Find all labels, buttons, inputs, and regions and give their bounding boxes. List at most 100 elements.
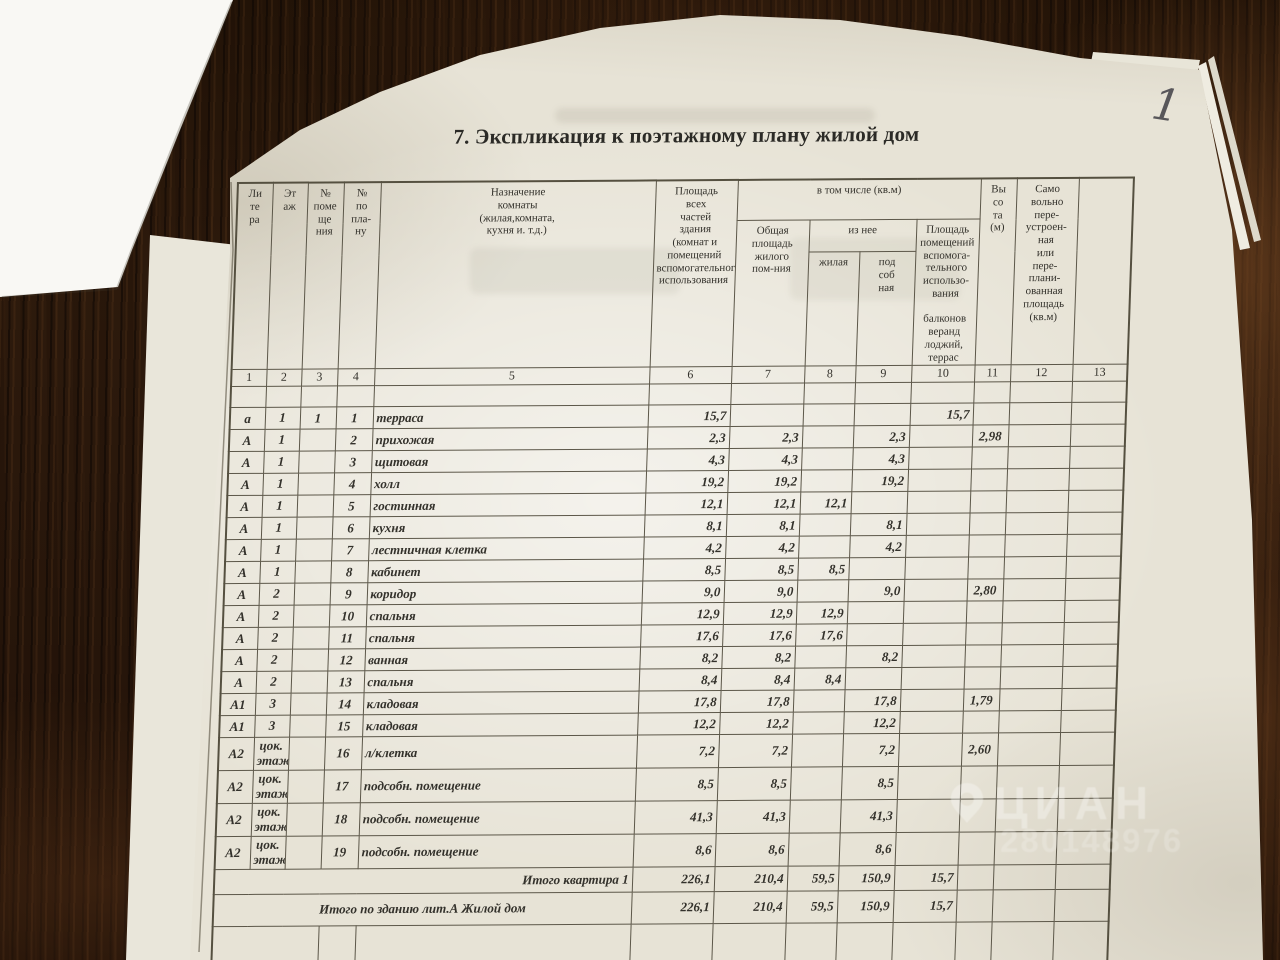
totals-value: 226,1: [631, 866, 715, 892]
empty-cell: [854, 382, 912, 404]
cell: 17,8: [843, 689, 901, 713]
cell: А: [221, 649, 258, 672]
cell: 7,2: [717, 734, 793, 768]
cell: 4,3: [852, 447, 909, 470]
cell: 12,9: [795, 602, 848, 625]
totals-value: [956, 864, 994, 890]
header-total-area: Площадь всех частей здания (комнат и пом…: [649, 179, 738, 368]
empty-cell: [316, 925, 356, 960]
cell: 8,2: [845, 645, 903, 669]
totals-value: [955, 889, 993, 922]
cian-watermark: ЦИАН 280148976: [948, 776, 1263, 860]
cell: [998, 710, 1061, 734]
cell: А: [222, 627, 258, 650]
header-unauthorized: Само вольно пере- устроен- ная или пере-…: [1010, 177, 1079, 366]
cell: 12,2: [719, 712, 793, 735]
cell: 9,0: [723, 580, 798, 603]
cell: [1065, 556, 1122, 579]
cell: спальня: [363, 669, 640, 693]
cell: [965, 623, 1002, 646]
cell: [897, 733, 963, 767]
cell: 2: [258, 583, 295, 606]
totals-value: 15,7: [893, 864, 958, 891]
cell: цок. этаж: [250, 803, 287, 837]
empty-cell: [953, 921, 992, 960]
col-number: 10: [911, 365, 975, 383]
cell: [800, 469, 853, 493]
cell: [1001, 622, 1064, 646]
empty-cell: [710, 922, 786, 960]
cell: [1063, 600, 1120, 623]
cell: [901, 645, 966, 668]
totals-value: 150,9: [836, 890, 894, 923]
totals-value: 150,9: [837, 865, 895, 891]
cell: 8,6: [714, 833, 789, 867]
empty-cell: [648, 383, 732, 406]
cell: [798, 514, 851, 537]
cell: 2,3: [646, 426, 730, 450]
cell: 11: [328, 626, 366, 650]
cell: 19: [320, 835, 359, 869]
cell: кладовая: [362, 691, 639, 715]
col-number: 5: [374, 367, 650, 386]
cell: [289, 693, 327, 716]
cell: [1001, 600, 1065, 624]
cell: 10: [328, 604, 367, 628]
ink-bleed-through: [555, 108, 875, 123]
cell: [846, 623, 903, 647]
cell: подсобн. помещение: [359, 768, 636, 803]
cell: 8,5: [642, 558, 726, 582]
cell: А: [220, 671, 257, 694]
cell: 1: [299, 407, 337, 430]
cell: кухня: [368, 515, 645, 539]
cell: цок. этаж: [249, 836, 286, 870]
cell: [905, 535, 969, 558]
cell: [295, 517, 333, 540]
cell: 8,2: [721, 646, 796, 669]
cell: [298, 429, 336, 452]
cell: 9,0: [847, 579, 905, 603]
cell: [292, 627, 329, 650]
header-plan-no: № по пла- ну: [337, 182, 381, 370]
cell: [905, 513, 970, 536]
cell: 17,8: [719, 690, 794, 713]
cell: спальня: [365, 603, 642, 627]
cell: 19,2: [645, 470, 729, 494]
cell: 1: [264, 407, 301, 430]
cell: [1002, 578, 1066, 602]
cell: А: [224, 561, 261, 584]
cell: 8,1: [725, 514, 800, 537]
cell: [802, 403, 855, 427]
empty-cell: [1009, 381, 1073, 404]
cell: а: [229, 407, 266, 430]
totals-value: 59,5: [785, 890, 838, 923]
cell: холл: [370, 471, 647, 495]
totals-value: 59,5: [786, 865, 839, 891]
watermark-brand: ЦИАН: [994, 777, 1156, 829]
cell: А: [225, 539, 261, 562]
cell: ванная: [364, 647, 641, 671]
totals-value: [1054, 863, 1111, 890]
col-number: 7: [731, 366, 805, 384]
cell: гостинная: [369, 493, 646, 517]
col-number: 12: [1010, 364, 1073, 383]
cell: [969, 491, 1007, 514]
cell: 7,2: [841, 733, 900, 767]
cell: подсобн. помещение: [358, 801, 635, 836]
cell: 9: [329, 582, 368, 606]
cell: [1000, 644, 1064, 668]
document-title: 7. Экспликация к поэтажному плану жилой …: [453, 121, 920, 149]
cell: 41,3: [839, 799, 897, 833]
cell: 8,5: [840, 766, 898, 800]
cell: [286, 770, 324, 804]
cell: 2,98: [971, 425, 1009, 448]
cell: [290, 671, 328, 694]
empty-cell: [300, 386, 338, 408]
col-number: 2: [266, 369, 302, 387]
cell: 12,9: [640, 602, 724, 626]
totals-label: Итого по зданию лит.А Жилой дом: [212, 891, 632, 927]
col-number: 8: [804, 365, 856, 384]
empty-cell: [628, 923, 713, 960]
